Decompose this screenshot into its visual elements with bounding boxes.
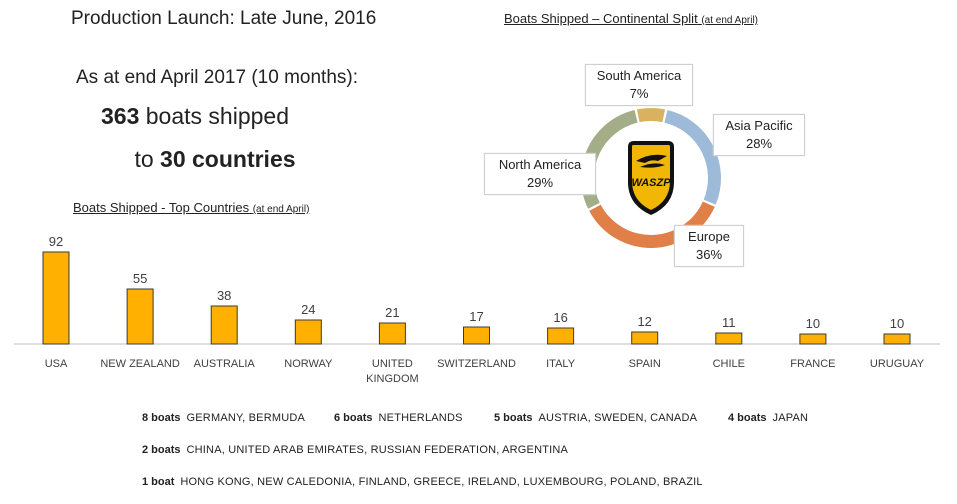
x-tick-label: URUGUAY bbox=[870, 358, 925, 370]
boats-shipped-line: 363 boats shipped bbox=[0, 103, 390, 130]
x-tick-label: NORWAY bbox=[284, 358, 333, 370]
x-tick-label: SWITZERLAND bbox=[437, 358, 516, 370]
callout-label: South America bbox=[596, 68, 682, 83]
bar-australia bbox=[210, 305, 238, 345]
bar-chile bbox=[715, 332, 743, 345]
bar-norway bbox=[294, 319, 322, 345]
bar-chart-title: Boats Shipped - Top Countries (at end Ap… bbox=[73, 200, 309, 215]
list-names: CHINA, UNITED ARAB EMIRATES, RUSSIAN FED… bbox=[186, 444, 569, 456]
bar-data-label: 10 bbox=[890, 316, 904, 331]
callout-value: 7% bbox=[629, 86, 649, 101]
list-names: JAPAN bbox=[772, 412, 809, 424]
bar-data-label: 11 bbox=[722, 315, 736, 330]
bar-data-label: 38 bbox=[217, 288, 231, 303]
bar-data-label: 21 bbox=[385, 305, 399, 320]
list-item: 2 boats CHINA, UNITED ARAB EMIRATES, RUSS… bbox=[142, 444, 568, 456]
as-at-text: As at end April 2017 (10 months): bbox=[76, 67, 358, 88]
list-item: 4 boats JAPAN bbox=[728, 412, 808, 424]
bar-data-label: 17 bbox=[469, 309, 483, 324]
bar-italy bbox=[547, 327, 575, 345]
bar-switzerland bbox=[463, 326, 490, 345]
list-count: 5 boats bbox=[494, 412, 533, 424]
bar-data-label: 24 bbox=[301, 302, 315, 317]
callout-value: 28% bbox=[745, 136, 773, 151]
callout-label: Asia Pacific bbox=[725, 118, 793, 133]
bar-data-label: 55 bbox=[133, 271, 147, 286]
countries-count: 30 countries bbox=[160, 146, 296, 172]
list-count: 6 boats bbox=[334, 412, 373, 424]
bar-title-note: (at end April) bbox=[252, 204, 310, 215]
callout-label: Europe bbox=[688, 229, 730, 244]
waszp-logo-icon: WASZP bbox=[628, 141, 674, 215]
list-item: 6 boats NETHERLANDS bbox=[334, 412, 463, 424]
donut-slice-south-america bbox=[636, 108, 666, 123]
callout-north-america: North America 29% bbox=[484, 153, 596, 195]
x-tick-label: USA bbox=[45, 358, 68, 370]
bar-data-label: 92 bbox=[49, 234, 63, 249]
bar-france bbox=[799, 333, 827, 345]
x-tick-label: FRANCE bbox=[790, 358, 835, 370]
callout-europe: Europe 36% bbox=[674, 225, 744, 267]
list-count: 1 boat bbox=[142, 476, 175, 488]
list-item: 8 boats GERMANY, BERMUDA bbox=[142, 412, 305, 424]
launch-date-text: Production Launch: Late June, 2016 bbox=[71, 8, 377, 29]
x-tick-label: SPAIN bbox=[629, 358, 661, 370]
list-item: 5 boats AUSTRIA, SWEDEN, CANADA bbox=[494, 412, 697, 424]
list-names: NETHERLANDS bbox=[378, 412, 463, 424]
bar-chart: 92 USA 55 NEW ZEALAND 38 AUSTRALIA 24 NORWAY 21 U… bbox=[14, 234, 940, 385]
callout-value: 29% bbox=[526, 175, 554, 190]
countries-line: to 30 countries bbox=[0, 146, 430, 173]
bar-data-label: 10 bbox=[806, 316, 820, 331]
x-tick-label: KINGDOM bbox=[366, 373, 419, 385]
list-names: HONG KONG, NEW CALEDONIA, FINLAND, GREEC… bbox=[180, 476, 703, 488]
bar-title-text: Boats Shipped - Top Countries bbox=[73, 200, 250, 215]
bar-data-label: 16 bbox=[553, 310, 567, 325]
x-tick-label: CHILE bbox=[713, 358, 745, 370]
list-count: 4 boats bbox=[728, 412, 767, 424]
donut-chart-title: Boats Shipped – Continental Split (at en… bbox=[504, 11, 758, 26]
x-tick-label: ITALY bbox=[546, 358, 576, 370]
donut-title-text: Boats Shipped – Continental Split bbox=[504, 11, 698, 26]
bar-data-label: 12 bbox=[637, 314, 651, 329]
boats-shipped-count: 363 bbox=[101, 103, 140, 129]
bar-spain bbox=[631, 331, 659, 345]
donut-title-note: (at end April) bbox=[701, 15, 759, 26]
list-count: 2 boats bbox=[142, 444, 181, 456]
logo-body bbox=[640, 163, 665, 168]
bar-new-zealand bbox=[126, 288, 154, 345]
callout-asia-pacific: Asia Pacific 28% bbox=[713, 114, 805, 156]
list-count: 8 boats bbox=[142, 412, 181, 424]
bar-uruguay bbox=[883, 333, 911, 345]
bar-united-kingdom bbox=[378, 322, 406, 345]
logo-wing bbox=[636, 154, 667, 163]
list-item: 1 boat HONG KONG, NEW CALEDONIA, FINLAND,… bbox=[142, 476, 703, 488]
boats-shipped-label: boats shipped bbox=[139, 103, 289, 129]
list-names: GERMANY, BERMUDA bbox=[186, 412, 306, 424]
list-names: AUSTRIA, SWEDEN, CANADA bbox=[538, 412, 698, 424]
donut-slice-asia-pacific bbox=[664, 109, 721, 205]
bar-usa bbox=[42, 251, 70, 345]
callout-label: North America bbox=[498, 157, 582, 172]
callout-value: 36% bbox=[695, 247, 723, 262]
x-tick-label: AUSTRALIA bbox=[194, 358, 256, 370]
callout-south-america: South America 7% bbox=[585, 64, 693, 106]
logo-text: WASZP bbox=[631, 177, 671, 189]
countries-prefix: to bbox=[134, 146, 161, 172]
x-tick-label: NEW ZEALAND bbox=[100, 358, 180, 370]
x-tick-label: UNITED bbox=[372, 358, 413, 370]
